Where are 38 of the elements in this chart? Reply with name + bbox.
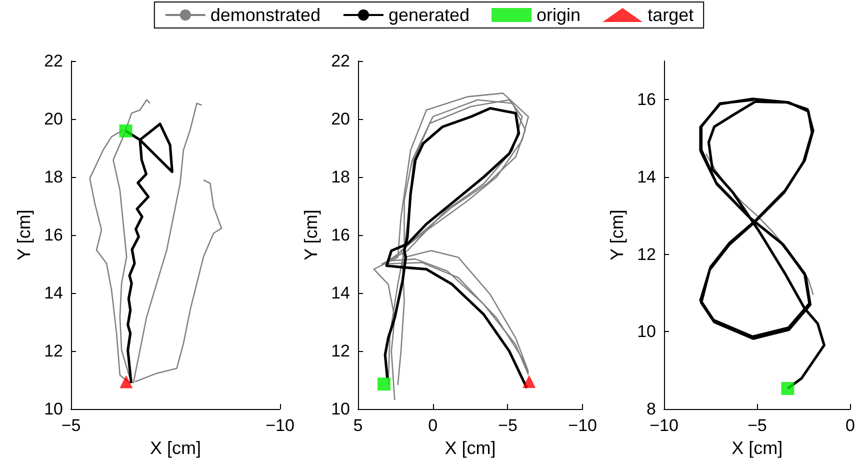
x-tick-label: −5 [61, 416, 81, 435]
y-tick-label: 14 [44, 284, 63, 302]
x-tick-label: −10 [568, 416, 598, 435]
x-tick-label: −10 [266, 416, 294, 435]
y-tick-label: 12 [331, 342, 350, 360]
x-tick-label: 0 [846, 416, 856, 435]
y-tick-label: 22 [44, 52, 63, 70]
y-tick-label: 12 [637, 244, 656, 264]
x-tick-label: −5 [747, 416, 767, 435]
y-tick-label: 12 [44, 342, 63, 360]
y-tick-label: 10 [637, 322, 656, 342]
y-tick-label: 20 [331, 110, 350, 128]
legend-label: generated [388, 5, 470, 25]
x-axis-title: X [cm] [732, 438, 783, 458]
y-tick-label: 16 [637, 90, 656, 110]
x-tick-label: −10 [650, 416, 678, 435]
x-axis-title: X [cm] [444, 438, 496, 458]
y-tick-label: 8 [646, 400, 656, 418]
x-axis-title: X [cm] [150, 438, 202, 458]
y-tick-label: 22 [331, 52, 350, 70]
y-tick-label: 10 [331, 400, 350, 418]
legend-label: origin [536, 5, 581, 25]
x-tick-label: 5 [353, 416, 363, 435]
y-tick-label: 16 [331, 226, 350, 244]
y-axis-title: Y [cm] [14, 210, 34, 260]
x-tick-label: 0 [428, 416, 438, 435]
y-tick-label: 18 [44, 168, 63, 186]
y-tick-label: 16 [44, 226, 63, 244]
y-axis-title: Y [cm] [607, 210, 627, 260]
y-tick-label: 18 [331, 168, 350, 186]
y-tick-label: 10 [44, 400, 63, 418]
legend-label: target [648, 5, 694, 25]
y-tick-label: 20 [44, 110, 63, 128]
y-tick-label: 14 [331, 284, 350, 302]
x-tick-label: −5 [498, 416, 518, 435]
legend-label: demonstrated [210, 5, 320, 25]
y-tick-label: 14 [637, 168, 656, 186]
y-axis-title: Y [cm] [301, 210, 321, 260]
